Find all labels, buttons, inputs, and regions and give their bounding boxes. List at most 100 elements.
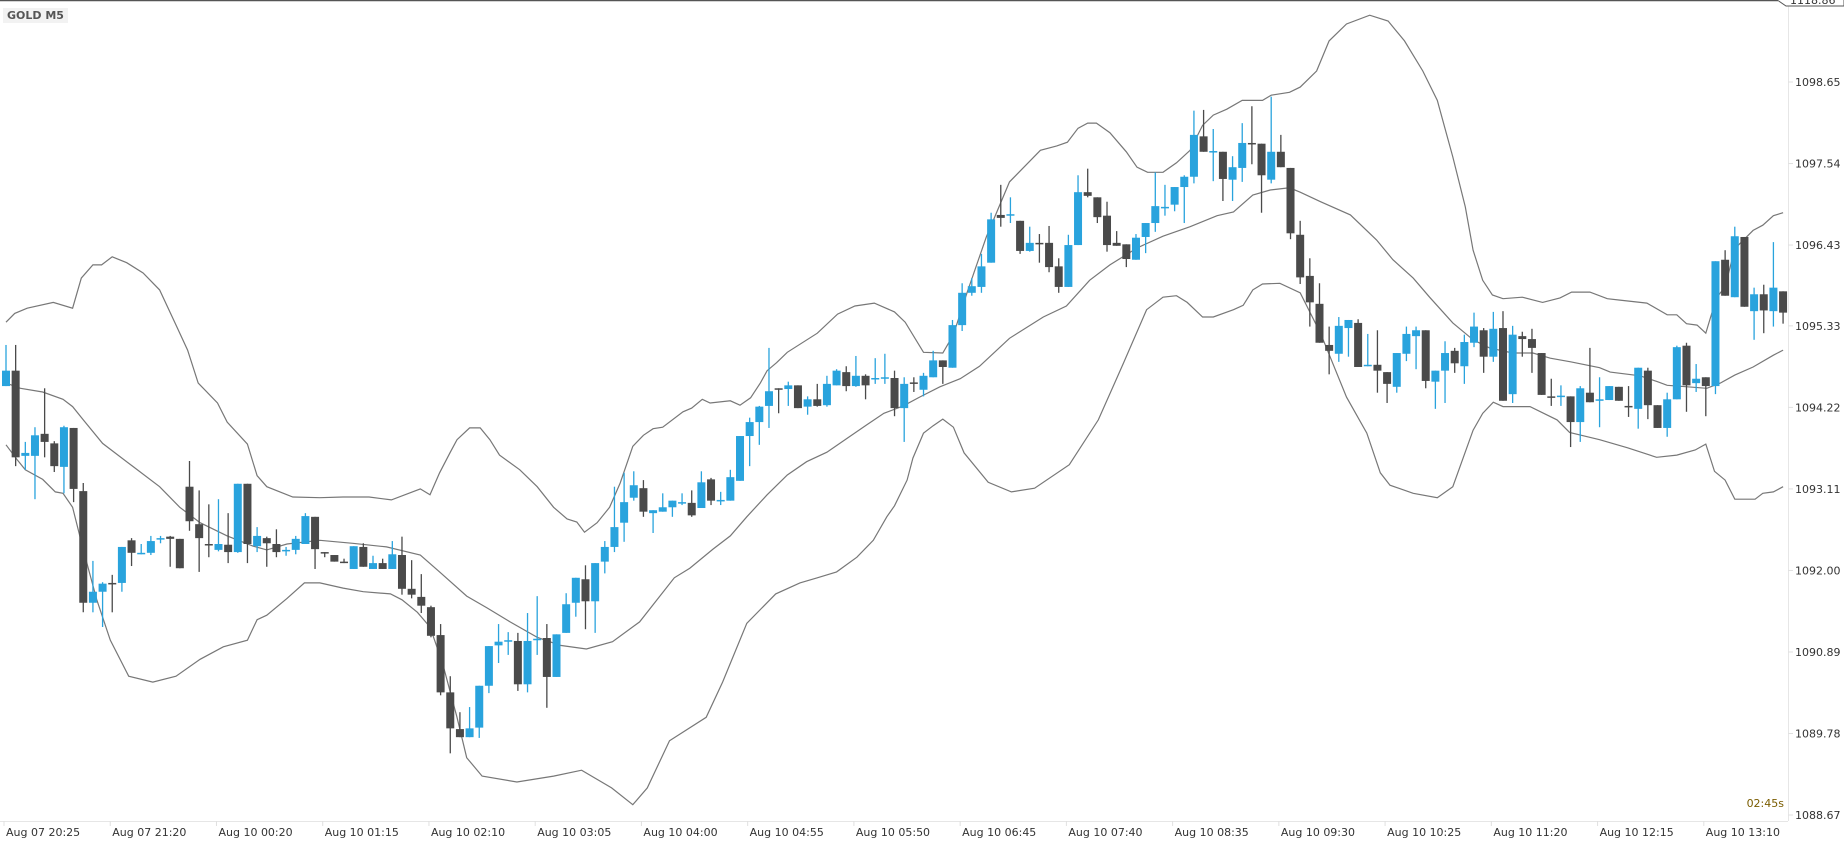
candle xyxy=(967,278,976,296)
candle xyxy=(117,546,126,592)
candle xyxy=(436,624,445,696)
candle xyxy=(359,543,368,567)
candle xyxy=(1421,330,1430,389)
candle xyxy=(1141,223,1150,254)
time-tick-label: Aug 10 10:25 xyxy=(1387,826,1461,839)
candle xyxy=(1074,175,1083,246)
candle xyxy=(1093,197,1102,224)
candle xyxy=(900,377,909,442)
candle xyxy=(1701,377,1710,417)
candle xyxy=(465,707,474,738)
candle xyxy=(1402,326,1411,362)
candle xyxy=(1199,109,1208,152)
candle xyxy=(1653,405,1662,428)
candle xyxy=(426,605,435,638)
candle xyxy=(195,490,204,572)
candle xyxy=(803,396,812,415)
candle xyxy=(30,427,39,500)
candle xyxy=(996,184,1005,227)
candle xyxy=(1334,317,1343,362)
candle xyxy=(1527,328,1536,373)
candle xyxy=(610,486,619,553)
candle xyxy=(1296,220,1305,284)
candle xyxy=(880,353,889,384)
candle xyxy=(11,344,20,467)
candles xyxy=(2,96,1788,754)
candle xyxy=(649,510,658,533)
candle xyxy=(69,427,78,503)
candle xyxy=(1363,333,1372,367)
candle xyxy=(50,441,59,473)
candle xyxy=(774,388,783,414)
candle xyxy=(697,471,706,509)
candle xyxy=(21,441,30,470)
candle xyxy=(707,477,716,506)
price-tick-label: 1093.11 xyxy=(1795,483,1841,496)
candle xyxy=(272,529,281,558)
candle xyxy=(1045,225,1054,273)
candle xyxy=(40,388,49,458)
candle xyxy=(1711,261,1720,395)
candle xyxy=(1576,386,1585,442)
candle xyxy=(1759,284,1768,334)
candle xyxy=(958,283,967,331)
candle xyxy=(1779,291,1788,324)
candle xyxy=(243,483,252,564)
price-tick-label: 1092.00 xyxy=(1795,564,1841,577)
candle xyxy=(504,632,513,655)
candle xyxy=(1238,123,1247,182)
candle xyxy=(1769,242,1778,327)
candle xyxy=(1064,234,1073,287)
candle xyxy=(1518,331,1527,357)
candle xyxy=(919,372,928,397)
candle xyxy=(291,535,300,555)
time-tick-label: Aug 10 08:35 xyxy=(1175,826,1249,839)
candle xyxy=(513,632,522,691)
candle xyxy=(726,469,735,501)
candle xyxy=(1131,234,1140,260)
candle xyxy=(1170,187,1179,212)
candle xyxy=(581,565,590,630)
candle xyxy=(156,535,165,544)
candle xyxy=(1112,231,1121,246)
candle xyxy=(793,385,802,409)
time-axis[interactable]: Aug 07 20:25 Aug 07 21:20 Aug 10 00:20 Aug … xyxy=(3,821,1780,839)
candle xyxy=(1083,168,1092,198)
candle xyxy=(591,563,600,633)
candle xyxy=(938,360,947,384)
candle xyxy=(1730,226,1739,298)
candle xyxy=(146,535,155,556)
candle xyxy=(842,366,851,392)
time-tick-label: Aug 10 06:45 xyxy=(962,826,1036,839)
candle xyxy=(397,536,406,595)
candle xyxy=(890,370,899,417)
candle xyxy=(1267,96,1276,184)
price-axis[interactable]: 1098.65 1097.54 1096.43 1095.33 1094.22 1093.… xyxy=(1788,76,1841,822)
price-tick-label: 1088.67 xyxy=(1795,809,1841,822)
candle xyxy=(1315,283,1324,343)
candle xyxy=(620,472,629,542)
candle xyxy=(301,513,310,545)
candle xyxy=(678,493,687,506)
candle xyxy=(1305,258,1314,327)
candle xyxy=(1643,367,1652,420)
candle xyxy=(282,546,291,556)
candle xyxy=(1035,234,1044,263)
candle xyxy=(1151,172,1160,232)
candle xyxy=(542,624,551,708)
candle xyxy=(1566,396,1575,448)
candle xyxy=(1605,386,1614,401)
candle xyxy=(571,577,580,617)
candle xyxy=(1383,372,1392,403)
candle xyxy=(388,541,397,569)
candle xyxy=(1508,325,1517,403)
candle xyxy=(484,646,493,694)
middle-band-line xyxy=(5,187,1784,650)
candle xyxy=(340,558,349,564)
candle xyxy=(736,436,745,481)
candle xyxy=(320,552,329,558)
time-tick-label: Aug 10 02:10 xyxy=(431,826,505,839)
candle xyxy=(1218,151,1227,201)
